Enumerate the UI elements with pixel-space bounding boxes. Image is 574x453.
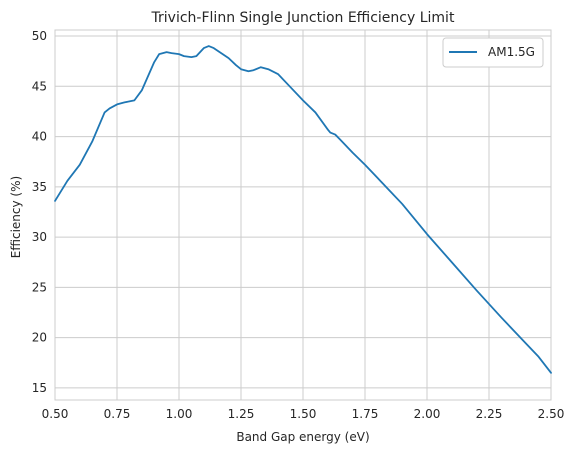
x-tick-label: 0.50 xyxy=(42,407,69,421)
legend-label-am15g: AM1.5G xyxy=(488,45,535,59)
x-tick-label: 2.00 xyxy=(414,407,441,421)
legend-box xyxy=(442,37,544,68)
y-tick-label: 40 xyxy=(32,130,47,144)
y-tick-label: 15 xyxy=(32,381,47,395)
y-tick-label: 25 xyxy=(32,280,47,294)
series-line-am15g xyxy=(54,45,552,374)
x-tick-label: 1.25 xyxy=(228,407,255,421)
plot-area xyxy=(54,29,552,401)
x-tick-label: 1.75 xyxy=(352,407,379,421)
series-layer xyxy=(54,45,552,374)
x-axis-label: Band Gap energy (eV) xyxy=(236,430,369,444)
y-gridlines xyxy=(55,35,551,389)
y-tick-label: 45 xyxy=(32,79,47,93)
y-tick-labels: 15 20 25 30 35 40 45 50 xyxy=(32,29,47,395)
y-axis-label: Efficiency (%) xyxy=(9,176,23,258)
y-tick-label: 20 xyxy=(32,331,47,345)
x-tick-labels: 0.50 0.75 1.00 1.25 1.50 1.75 2.00 2.25 2.50 xyxy=(42,407,565,421)
x-tick-label: 1.50 xyxy=(290,407,317,421)
y-tick-label: 30 xyxy=(32,230,47,244)
x-tick-label: 0.75 xyxy=(104,407,131,421)
chart-title: Trivich-Flinn Single Junction Efficiency… xyxy=(151,10,455,26)
legend: AM1.5G xyxy=(442,37,544,68)
y-tick-label: 35 xyxy=(32,180,47,194)
y-tick-label: 50 xyxy=(32,29,47,43)
x-tick-label: 2.25 xyxy=(476,407,503,421)
x-tick-label: 2.50 xyxy=(538,407,565,421)
x-tick-label: 1.00 xyxy=(166,407,193,421)
